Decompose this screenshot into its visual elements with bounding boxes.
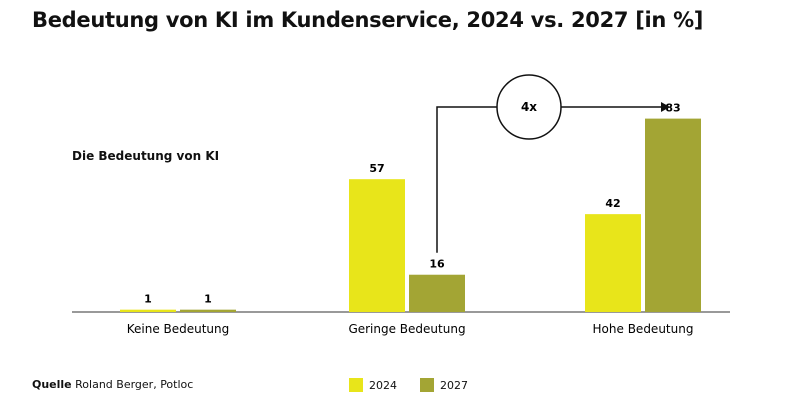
source-label: Quelle bbox=[32, 378, 72, 391]
bar-2027-2 bbox=[645, 118, 701, 312]
annotation-circle bbox=[496, 74, 562, 140]
category-label: Hohe Bedeutung bbox=[593, 322, 694, 336]
data-label: 16 bbox=[429, 258, 445, 271]
legend-item-2027: 2027 bbox=[420, 378, 468, 392]
bar-2027-1 bbox=[409, 274, 465, 312]
chart-subtitle: Die Bedeutung von KI bbox=[72, 149, 220, 163]
chart-title: Bedeutung von KI im Kundenservice, 2024 … bbox=[32, 8, 704, 32]
legend-label-2024: 2024 bbox=[369, 378, 397, 392]
bar-2027-0 bbox=[180, 309, 236, 312]
legend-swatch-2027 bbox=[420, 378, 434, 392]
legend-item-2024: 2024 bbox=[349, 378, 397, 392]
data-label: 57 bbox=[369, 162, 384, 175]
data-label: 42 bbox=[605, 197, 620, 210]
bar-2024-0 bbox=[120, 309, 176, 312]
bar-2024-1 bbox=[349, 179, 405, 312]
data-label: 1 bbox=[204, 293, 212, 306]
source-note: Quelle Roland Berger, Potloc bbox=[32, 378, 193, 391]
category-label: Geringe Bedeutung bbox=[348, 322, 465, 336]
source-text: Roland Berger, Potloc bbox=[75, 378, 194, 391]
data-label: 1 bbox=[144, 293, 152, 306]
category-label: Keine Bedeutung bbox=[127, 322, 230, 336]
annotation-line bbox=[436, 106, 497, 253]
bar-2024-2 bbox=[585, 214, 641, 312]
arrowhead-icon bbox=[661, 102, 670, 112]
data-label: 83 bbox=[665, 102, 680, 115]
legend-label-2027: 2027 bbox=[440, 378, 468, 392]
legend-swatch-2024 bbox=[349, 378, 363, 392]
annotation-label: 4x bbox=[521, 100, 537, 114]
